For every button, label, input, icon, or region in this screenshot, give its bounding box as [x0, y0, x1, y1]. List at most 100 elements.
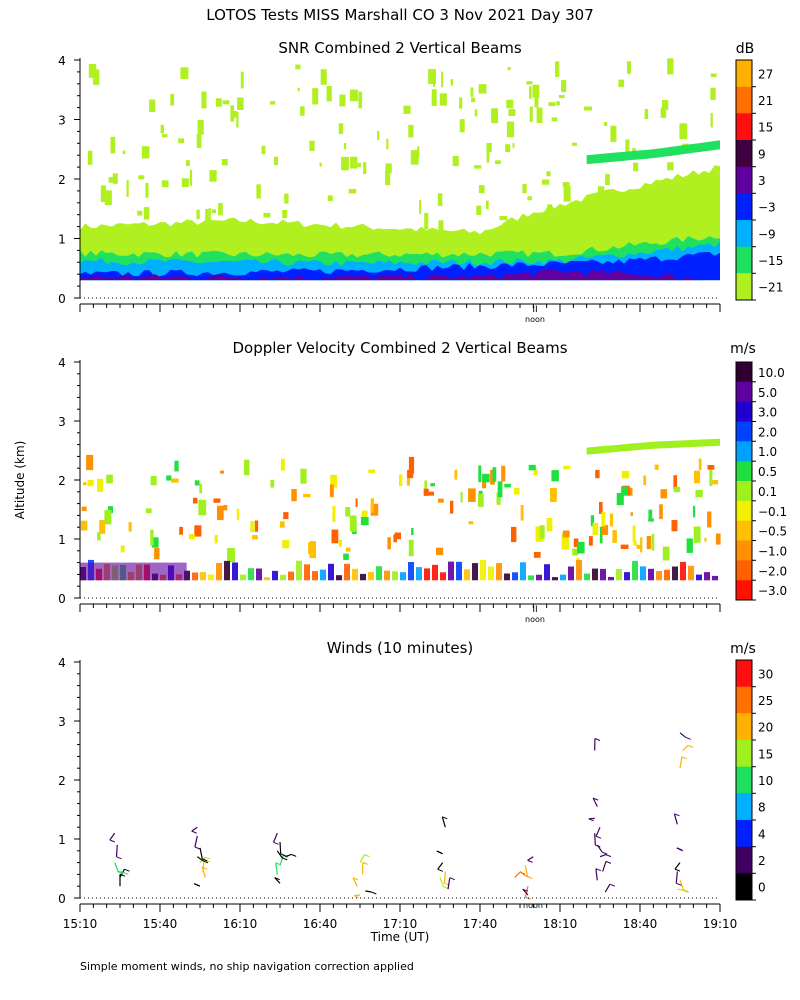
doppler-stripe: [224, 560, 230, 581]
snr-colorbar-swatch: [736, 60, 752, 88]
doppler-stripe: [432, 564, 438, 581]
doppler-colorbar-label: 3.0: [758, 406, 777, 420]
wind-barb-feather: [588, 818, 594, 822]
snr-noon-marker: II: [532, 305, 537, 315]
snr-speck: [108, 177, 115, 183]
doppler-speck: [219, 470, 225, 474]
doppler-speck: [331, 529, 339, 544]
doppler-colorbar-swatch: [736, 421, 752, 442]
doppler-stripe: [400, 572, 406, 581]
snr-speck: [208, 208, 211, 221]
doppler-speck: [492, 467, 497, 482]
doppler-stripe: [200, 572, 206, 581]
doppler-speck: [332, 506, 336, 522]
doppler-speck: [145, 508, 152, 514]
snr-speck: [263, 212, 271, 218]
snr-colorbar-swatch: [736, 220, 752, 248]
snr-speck: [563, 185, 571, 202]
snr-speck: [357, 162, 361, 168]
snr-speck: [534, 91, 539, 108]
winds-colorbar-label: 8: [758, 801, 766, 815]
doppler-stripe: [240, 574, 246, 581]
wind-barb-feather: [280, 853, 286, 857]
doppler-speck: [535, 526, 544, 542]
doppler-speck: [643, 475, 647, 486]
doppler-speck: [632, 525, 636, 542]
wind-barb-feather: [609, 883, 616, 887]
doppler-y-tick-label: 4: [58, 356, 66, 370]
doppler-speck: [673, 475, 678, 490]
wind-barb: [673, 813, 678, 825]
x-axis-label: Time (UT): [370, 930, 430, 944]
doppler-speck: [87, 480, 94, 487]
doppler-speck: [423, 488, 429, 496]
snr-speck: [104, 190, 112, 206]
snr-speck: [261, 145, 266, 155]
snr-speck: [532, 84, 540, 98]
doppler-colorbar-label: 0.5: [758, 465, 777, 479]
snr-speck: [644, 109, 649, 119]
snr-speck: [548, 102, 556, 107]
wind-barb: [527, 856, 534, 861]
wind-barb: [594, 833, 596, 846]
snr-colorbar-swatch: [736, 140, 752, 168]
wind-barb: [202, 859, 205, 872]
snr-speck: [112, 173, 118, 184]
doppler-speck: [636, 544, 642, 549]
wind-barb: [524, 865, 529, 877]
doppler-stripe-block: [80, 562, 187, 581]
snr-colorbar: 27 21 15 9 3 −3 −9 −15 −21: [735, 59, 783, 301]
doppler-speck: [300, 468, 307, 484]
winds-x-tick-label: 15:10: [63, 917, 98, 931]
snr-speck: [358, 91, 363, 109]
doppler-speck: [454, 469, 458, 480]
doppler-speck: [254, 520, 259, 532]
doppler-stripe: [560, 574, 566, 581]
wind-barb: [441, 816, 446, 828]
snr-speck: [326, 86, 332, 102]
snr-colorbar-label: 21: [758, 94, 773, 108]
doppler-speck: [236, 508, 240, 521]
snr-speck: [546, 171, 551, 177]
snr-speck: [240, 71, 244, 89]
doppler-speck: [633, 540, 637, 546]
doppler-speck: [520, 505, 524, 521]
wind-barb-feather: [674, 868, 681, 872]
doppler-stripe: [712, 575, 718, 581]
doppler-upper-band: [586, 438, 720, 455]
snr-speck: [170, 93, 175, 106]
wind-barb-feather: [595, 868, 602, 872]
wind-barb-feather: [116, 856, 122, 860]
snr-speck: [512, 143, 515, 148]
doppler-speck: [648, 509, 653, 520]
doppler-colorbar-swatch: [736, 500, 752, 522]
doppler-speck: [628, 487, 633, 496]
winds-y-tick-label: 3: [58, 715, 66, 729]
wind-barb: [519, 871, 526, 877]
doppler-stripe: [280, 574, 286, 581]
doppler-colorbar-swatch: [736, 362, 752, 383]
wind-barb-feather: [194, 846, 201, 850]
doppler-speck: [424, 480, 427, 496]
wind-barb-feather: [676, 882, 682, 886]
doppler-colorbar-label: −1.0: [758, 544, 787, 558]
doppler-stripe: [248, 568, 254, 581]
wind-barb-feather: [291, 853, 297, 857]
winds-x-axis: 15:10 15:40 16:10 16:40 17:10 17:40 18:10 18:40…: [63, 903, 737, 931]
doppler-speck: [533, 552, 541, 558]
snr-speck: [508, 109, 516, 116]
snr-speck: [338, 123, 344, 134]
winds-plot-area: [80, 732, 720, 900]
doppler-speck: [349, 515, 357, 532]
doppler-speck: [166, 475, 172, 481]
snr-speck: [452, 156, 459, 167]
doppler-stripe: [392, 571, 398, 581]
snr-speck: [377, 131, 380, 141]
doppler-stripe: [384, 570, 390, 581]
snr-speck: [662, 100, 669, 110]
snr-speck: [110, 136, 116, 154]
snr-speck: [441, 71, 444, 88]
y-axis-label: Altitude (km): [13, 441, 27, 520]
wind-barb: [109, 832, 116, 841]
snr-speck: [145, 183, 149, 198]
